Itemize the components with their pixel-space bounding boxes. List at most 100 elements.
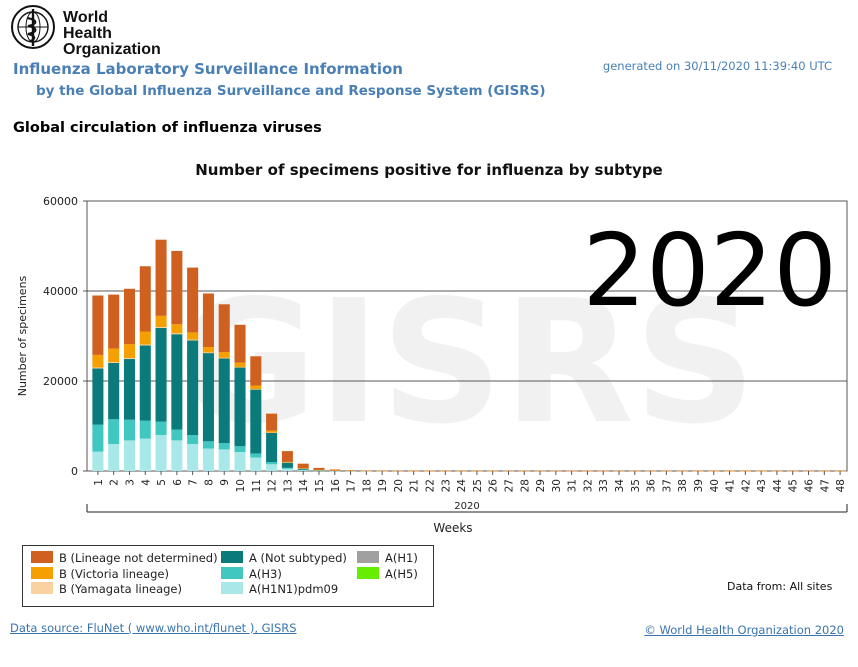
legend-swatch [357,551,379,563]
bar-segment [455,470,467,472]
bar-segment [234,367,246,447]
bar-segment [266,413,278,431]
app-subtitle: by the Global Influenza Surveillance and… [36,83,546,99]
legend-label: B (Lineage not determined) [59,551,218,565]
x-tick-label: 23 [440,479,452,492]
bar-segment [297,468,309,469]
legend-item: A (Not subtyped) [221,551,347,565]
bar-segment [202,448,214,471]
bar-segment [281,451,293,462]
bar-segment [755,470,767,472]
x-tick-label: 34 [614,479,626,493]
copyright-link[interactable]: © World Health Organization 2020 [644,623,844,637]
bar-segment [487,470,499,472]
x-tick-label: 41 [725,479,737,492]
x-tick-label: 8 [203,479,215,486]
bar-segment [345,470,357,471]
x-tick-label: 37 [661,479,673,492]
x-tick-label: 30 [551,479,563,492]
legend-swatch [31,551,53,563]
x-tick-label: 33 [598,479,610,492]
bar-segment [171,334,183,430]
x-tick-label: 11 [251,479,263,492]
bar-segment [266,464,278,471]
legend-label: B (Victoria lineage) [59,567,169,581]
bar-segment [155,315,167,327]
bar-segment [581,470,593,472]
bar-segment [139,266,151,332]
bar-segment [692,470,704,472]
x-tick-label: 4 [140,479,152,486]
x-tick-label: 10 [235,479,247,492]
logo-line-1: World Health [63,9,112,42]
bar-segment [202,347,214,353]
bar-segment [171,440,183,471]
bar-segment [171,324,183,334]
bar-segment [329,470,341,471]
x-tick-label: 38 [677,479,689,492]
bar-segment [818,470,830,472]
legend-label: A(H1N1)pdm09 [249,582,339,596]
bar-segment [423,470,436,472]
legend-swatch [221,551,243,563]
x-tick-label: 1 [93,479,105,486]
x-tick-label: 36 [646,479,658,493]
plot-frame [86,200,848,472]
bar-segment [250,389,262,454]
bar-segment [266,432,278,434]
bar-segment [708,470,720,472]
legend-item: A(H1) [357,551,418,565]
bar-segment [187,339,199,341]
bar-segment [802,470,815,472]
bar-segment [218,443,230,450]
legend-item: B (Lineage not determined) [31,551,218,565]
year-overlay: 2020 [583,212,838,329]
bar-segment [92,424,104,452]
bar-segment [234,324,246,363]
bar-segment [834,470,846,472]
legend-label: A(H5) [385,567,418,581]
legend-swatch [221,567,243,579]
bar-segment [123,440,136,471]
y-tick-label: 0 [71,465,78,478]
bar-segment [155,327,167,422]
bar-segment [139,438,151,471]
x-tick-label: 3 [124,479,136,486]
bar-segment [408,470,420,472]
bar-segment [123,419,136,441]
bar-segment [250,389,262,390]
x-tick-label: 13 [282,479,294,492]
bar-segment [313,467,325,470]
x-tick-label: 40 [709,479,721,492]
bar-segment [345,470,357,472]
bar-segment [597,470,609,472]
bar-segment [187,435,199,444]
bar-segment [297,468,309,470]
bar-segment [613,470,625,472]
bar-segment [266,432,278,462]
legend-item: A(H5) [357,567,418,581]
bar-segment [250,453,262,458]
bar-segment [724,470,736,472]
bar-segment [187,332,199,340]
bar-segment [218,449,230,471]
data-from-note: Data from: All sites [727,580,833,593]
bar-segment [281,461,293,463]
bar-segment [155,327,167,328]
bar-segment [313,469,325,471]
x-tick-label: 46 [804,479,816,493]
bar-segment [92,354,104,368]
bar-segment [234,362,246,368]
bar-segment [771,470,783,472]
page-title: Global circulation of influenza viruses [13,120,322,136]
bar-segment [155,421,167,435]
bar-segment [313,470,325,472]
bar-segment [297,470,309,471]
x-tick-label: 26 [488,479,500,493]
who-logo[interactable]: World Health Organization [10,4,161,58]
bar-segment [218,357,230,359]
data-source-link[interactable]: Data source: FluNet ( www.who.int/flunet… [10,621,297,635]
x-tick-label: 21 [409,479,421,492]
bar-segment [566,470,578,472]
